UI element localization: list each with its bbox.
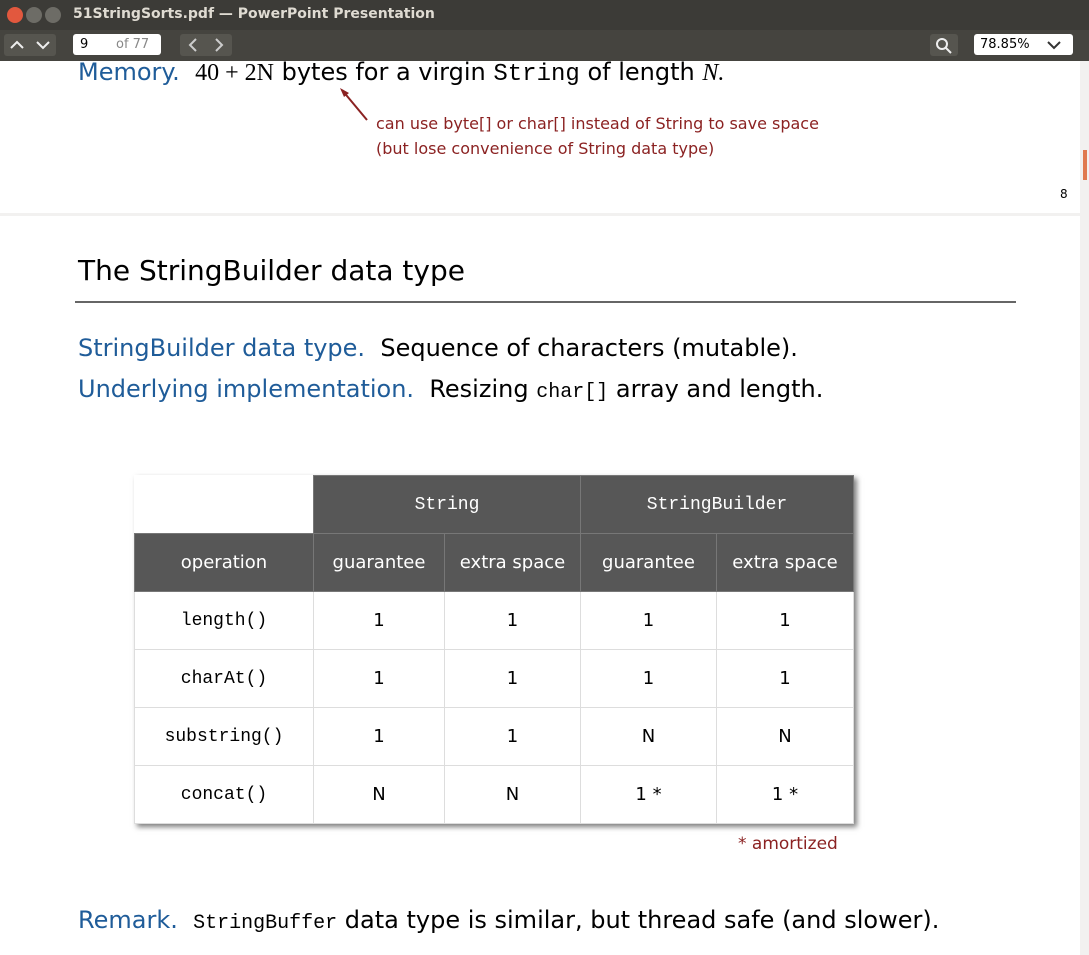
- prev-next-buttons[interactable]: [180, 34, 232, 56]
- text-line: StringBuilder data type. Sequence of cha…: [78, 334, 798, 362]
- page-input[interactable]: 9 of 77: [73, 34, 161, 55]
- text: array and length.: [615, 375, 824, 403]
- cell: N: [444, 765, 581, 824]
- cell: N: [716, 707, 854, 766]
- previous-slide: Memory. 40 + 2N bytes for a virgin Strin…: [0, 58, 1080, 213]
- cell: N: [580, 707, 717, 766]
- column-header: guarantee: [313, 533, 445, 592]
- page-number: 9: [80, 37, 89, 52]
- cell: 1: [313, 649, 445, 708]
- text: of length: [587, 58, 695, 86]
- text: bytes for a virgin: [281, 58, 486, 86]
- cell: 1: [716, 649, 854, 708]
- column-header: guarantee: [580, 533, 717, 592]
- zoom-select[interactable]: 78.85%: [974, 34, 1073, 55]
- text: Sequence of characters (mutable).: [380, 334, 798, 362]
- group-header: StringBuilder: [580, 475, 854, 534]
- group-header: String: [313, 475, 581, 534]
- cell: 1: [313, 591, 445, 650]
- label: Memory.: [78, 58, 180, 86]
- column-header: extra space: [444, 533, 581, 592]
- text: data type is similar, but thread safe (a…: [344, 906, 940, 934]
- text-line: Underlying implementation. Resizing char…: [78, 375, 823, 404]
- toolbar: 9 of 77 78.85%: [0, 30, 1089, 61]
- memory-line: Memory. 40 + 2N bytes for a virgin Strin…: [78, 58, 724, 88]
- table-row: substring() 1 1 N N: [134, 707, 854, 766]
- label: Underlying implementation.: [78, 375, 415, 403]
- cell: 1 *: [580, 765, 717, 824]
- header-row: operation guarantee extra space guarantee ex…: [134, 533, 854, 592]
- page-count: of 77: [116, 37, 150, 52]
- footnote: * amortized: [738, 834, 838, 854]
- search-button[interactable]: [930, 34, 958, 56]
- table-row: charAt() 1 1 1 1: [134, 649, 854, 708]
- cell: 1: [716, 591, 854, 650]
- title-bar: 51StringSorts.pdf — PowerPoint Presentat…: [0, 0, 1089, 30]
- operation: substring(): [134, 707, 314, 766]
- operation: charAt(): [134, 649, 314, 708]
- cell: 1: [444, 707, 581, 766]
- title-rule: [75, 301, 1016, 303]
- formula: 40 + 2N: [195, 60, 274, 86]
- cell: 1: [444, 591, 581, 650]
- note-arrow: [340, 88, 368, 121]
- scroll-indicator: [1083, 150, 1087, 180]
- variable: N.: [702, 60, 725, 86]
- comparison-table: String StringBuilder operation guarantee ext…: [134, 475, 854, 824]
- remark: Remark. StringBuffer data type is simila…: [78, 906, 939, 935]
- empty-corner: [135, 476, 314, 534]
- label: StringBuilder data type.: [78, 334, 366, 362]
- cell: N: [313, 765, 445, 824]
- label: Remark.: [78, 906, 178, 934]
- slide: The StringBuilder data type StringBuilde…: [0, 216, 1080, 955]
- operation: concat(): [134, 765, 314, 824]
- code: StringBuffer: [193, 912, 338, 935]
- code: char[]: [536, 381, 609, 404]
- table-row: length() 1 1 1 1: [134, 591, 854, 650]
- cell: 1: [580, 649, 717, 708]
- column-header: extra space: [716, 533, 854, 592]
- operation: length(): [134, 591, 314, 650]
- cell: 1: [580, 591, 717, 650]
- note-line: can use byte[] or char[] instead of Stri…: [376, 114, 819, 133]
- zoom-value: 78.85%: [980, 37, 1030, 52]
- cell: 1: [313, 707, 445, 766]
- table-row: concat() N N 1 * 1 *: [134, 765, 854, 824]
- code: String: [493, 61, 580, 88]
- column-header: operation: [134, 533, 314, 592]
- slide-title: The StringBuilder data type: [78, 254, 465, 287]
- dropdown-arrow: [1047, 41, 1061, 50]
- window-title: 51StringSorts.pdf — PowerPoint Presentat…: [73, 6, 435, 22]
- page-nav-buttons[interactable]: [4, 34, 56, 56]
- cell: 1 *: [716, 765, 854, 824]
- cell: 1: [444, 649, 581, 708]
- text: Resizing: [429, 375, 529, 403]
- group-header-row: String StringBuilder: [135, 475, 854, 534]
- page-number: 8: [1060, 187, 1068, 201]
- window-controls[interactable]: [6, 6, 66, 24]
- note: can use byte[] or char[] instead of Stri…: [376, 111, 819, 161]
- note-line: (but lose convenience of String data typ…: [376, 139, 715, 158]
